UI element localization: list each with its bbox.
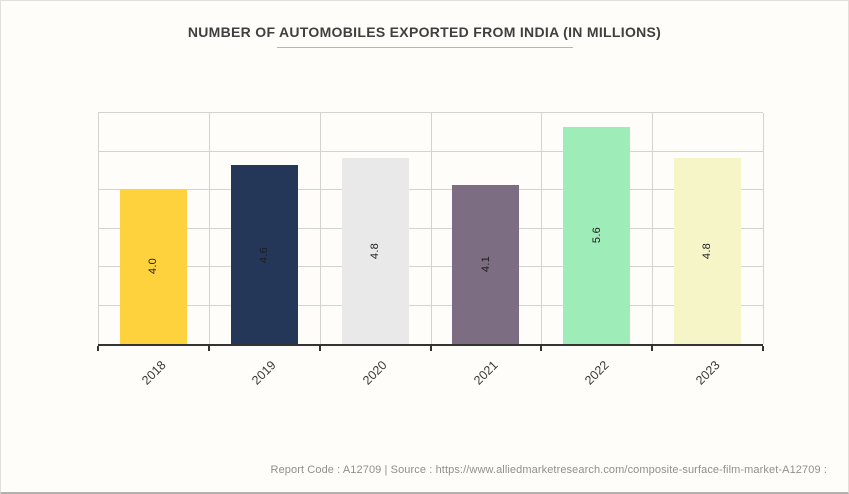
footer-credit: Report Code : A12709 | Source : https://…	[270, 464, 827, 476]
vertical-gridline	[319, 113, 321, 344]
vertical-gridline	[208, 113, 210, 344]
x-axis-tick	[540, 346, 543, 351]
vertical-gridline	[98, 113, 99, 344]
title-underline	[276, 47, 573, 48]
x-axis-tick	[762, 346, 764, 351]
bar-2018: 4.0	[119, 188, 187, 344]
chart-title: NUMBER OF AUTOMOBILES EXPORTED FROM INDI…	[187, 24, 662, 40]
x-axis-label-2020: 2020	[360, 358, 390, 388]
vertical-gridline	[541, 113, 543, 344]
x-axis-label-2019: 2019	[249, 358, 280, 388]
x-axis-tick	[97, 346, 99, 351]
bar-value-label: 4.0	[147, 258, 160, 275]
bar-value-label: 5.6	[590, 227, 603, 244]
x-axis-label-2021: 2021	[471, 358, 501, 388]
x-axis-label-2018: 2018	[138, 358, 169, 388]
bar-value-label: 4.8	[369, 242, 382, 259]
horizontal-gridline	[98, 112, 763, 113]
bar-2019: 4.6	[230, 165, 298, 344]
x-axis-tick	[207, 346, 210, 351]
x-axis-label-2022: 2022	[582, 358, 612, 388]
bar-2022: 5.6	[563, 126, 631, 344]
x-axis-label-2023: 2023	[692, 358, 723, 388]
vertical-gridline	[652, 113, 654, 344]
bar-2021: 4.1	[452, 184, 520, 344]
vertical-gridline	[430, 113, 432, 344]
x-axis-tick	[651, 346, 654, 351]
bar-2023: 4.8	[674, 157, 742, 344]
bar-value-label: 4.8	[701, 242, 714, 259]
x-axis-tick	[318, 346, 321, 351]
x-axis-tick	[429, 346, 432, 351]
vertical-gridline	[763, 113, 764, 344]
bar-value-label: 4.6	[258, 246, 271, 263]
bar-2020: 4.8	[341, 157, 409, 344]
plot-area: 4.0 2018 4.6 2019 4.8 2020 4.1 2021 5.6 2022 4.8 20…	[97, 112, 764, 388]
bar-value-label: 4.1	[479, 256, 492, 273]
